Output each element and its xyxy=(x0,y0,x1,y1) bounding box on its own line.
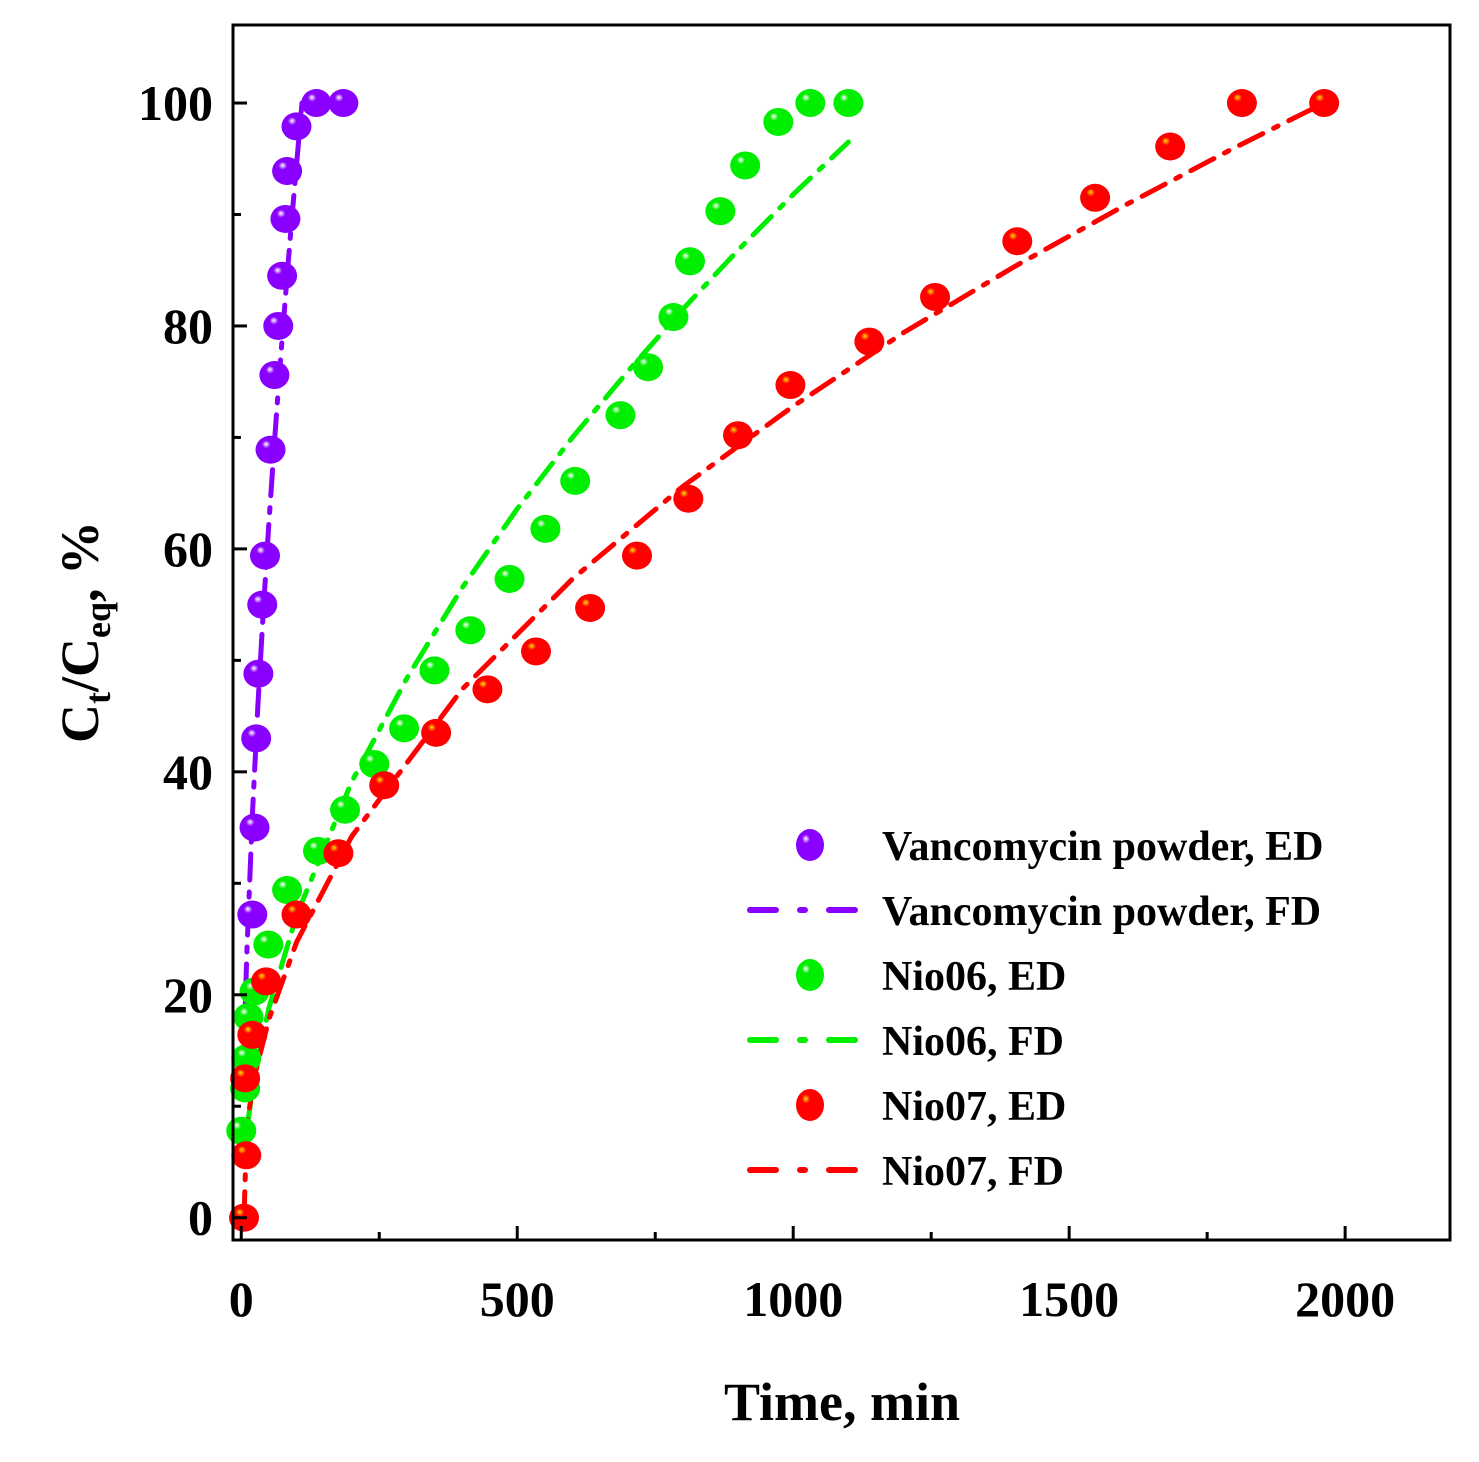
data-point-nio06-ed xyxy=(658,303,689,332)
data-point-vancomycin-powder-ed xyxy=(243,659,274,688)
data-point-nio06-ed xyxy=(530,514,561,543)
plot-frame xyxy=(231,23,1452,1242)
data-point-vancomycin-powder-ed xyxy=(263,311,294,340)
data-point-nio07-ed xyxy=(230,1064,261,1093)
data-point-nio07-ed xyxy=(622,541,653,570)
fit-line-nio06-fd xyxy=(244,139,851,1132)
y-tick-label: 80 xyxy=(163,298,213,354)
data-point-nio07-ed xyxy=(421,718,452,747)
data-point-vancomycin-powder-ed xyxy=(255,435,286,464)
data-point-nio06-ed xyxy=(763,107,794,136)
data-point-nio07-ed xyxy=(1002,227,1033,256)
data-point-nio06-ed xyxy=(419,656,450,685)
data-point-nio06-ed xyxy=(674,247,705,276)
fit-lines xyxy=(241,100,1327,1221)
y-title-slash: /C xyxy=(50,638,110,693)
axis-ticks: 0 500 1000 1500 2000 0 20 40 60 80 100 xyxy=(138,75,1395,1327)
legend-label-vancomycin-ed: Vancomycin powder, ED xyxy=(882,824,1323,870)
data-point-nio07-ed xyxy=(920,282,951,311)
data-point-nio06-ed xyxy=(272,875,303,904)
legend-label-nio06-ed: Nio06, ED xyxy=(882,954,1066,1000)
data-point-vancomycin-powder-ed xyxy=(259,361,290,390)
data-point-nio06-ed xyxy=(605,401,636,430)
data-point-nio07-ed xyxy=(775,371,806,400)
y-title-c: C xyxy=(50,704,110,743)
legend-swatch-nio06-ed xyxy=(796,959,824,991)
y-tick-label: 60 xyxy=(163,521,213,577)
data-point-nio06-ed xyxy=(730,151,761,180)
data-point-nio07-ed xyxy=(237,1020,268,1049)
legend: Vancomycin powder, ED Vancomycin powder,… xyxy=(747,824,1323,1195)
data-point-vancomycin-powder-ed xyxy=(241,724,272,753)
legend-swatch-nio07-ed xyxy=(796,1089,824,1121)
data-point-nio06-ed xyxy=(389,714,420,743)
data-point-vancomycin-powder-ed xyxy=(270,204,301,233)
data-point-vancomycin-powder-ed xyxy=(250,541,281,570)
data-point-nio06-ed xyxy=(330,795,361,824)
legend-label-nio07-ed: Nio07, ED xyxy=(882,1084,1066,1130)
data-point-nio06-ed xyxy=(833,89,864,118)
data-point-nio07-ed xyxy=(251,967,282,996)
data-point-nio06-ed xyxy=(494,564,525,593)
x-tick-label: 0 xyxy=(229,1271,254,1327)
x-tick-label: 1000 xyxy=(743,1271,843,1327)
data-point-nio06-ed xyxy=(455,616,486,645)
y-tick-label: 40 xyxy=(163,744,213,800)
data-point-nio07-ed xyxy=(723,421,754,450)
data-point-nio06-ed xyxy=(633,353,664,382)
data-point-vancomycin-powder-ed xyxy=(237,900,268,929)
x-tick-label: 1500 xyxy=(1019,1271,1119,1327)
data-point-nio07-ed xyxy=(472,675,503,704)
fit-line-nio07-fd xyxy=(241,100,1327,1221)
data-point-vancomycin-powder-ed xyxy=(267,261,298,290)
data-point-nio06-ed xyxy=(231,1044,262,1073)
data-point-nio07-ed xyxy=(1226,89,1257,118)
legend-label-vancomycin-fd: Vancomycin powder, FD xyxy=(882,889,1321,935)
x-axis-title: Time, min xyxy=(724,1372,960,1432)
legend-swatch-vancomycin-powder-ed xyxy=(796,829,824,861)
data-point-vancomycin-powder-ed xyxy=(247,590,278,619)
data-point-nio06-ed xyxy=(560,466,591,495)
y-tick-label: 100 xyxy=(138,75,213,131)
data-point-nio06-ed xyxy=(226,1116,257,1145)
data-point-vancomycin-powder-ed xyxy=(301,89,332,118)
data-point-nio06-ed xyxy=(359,750,390,779)
y-title-sub-t: t xyxy=(78,692,118,704)
data-point-nio07-ed xyxy=(673,484,704,513)
data-point-nio07-ed xyxy=(323,839,354,868)
x-tick-label: 2000 xyxy=(1295,1271,1395,1327)
legend-label-nio07-fd: Nio07, FD xyxy=(882,1149,1064,1195)
y-title-suffix: , % xyxy=(50,521,110,602)
y-tick-label: 20 xyxy=(163,967,213,1023)
y-tick-label: 0 xyxy=(188,1190,213,1246)
data-point-nio07-ed xyxy=(575,593,606,622)
data-point-nio07-ed xyxy=(521,637,552,666)
legend-label-nio06-fd: Nio06, FD xyxy=(882,1019,1064,1065)
data-point-nio06-ed xyxy=(705,197,736,226)
data-point-nio07-ed xyxy=(1309,89,1340,118)
data-point-vancomycin-powder-ed xyxy=(239,813,270,842)
y-title-sub-eq: eq xyxy=(78,602,118,638)
data-point-vancomycin-powder-ed xyxy=(272,157,303,186)
data-point-nio07-ed xyxy=(1155,132,1186,161)
data-point-nio07-ed xyxy=(854,327,885,356)
y-axis-title: Ct/Ceq, % xyxy=(50,521,118,743)
x-tick-label: 500 xyxy=(480,1271,555,1327)
data-point-vancomycin-powder-ed xyxy=(328,89,359,118)
data-markers xyxy=(226,89,1340,1232)
data-point-nio06-ed xyxy=(253,930,284,959)
data-point-nio07-ed xyxy=(281,900,312,929)
data-point-vancomycin-powder-ed xyxy=(281,112,312,141)
data-point-nio06-ed xyxy=(795,89,826,118)
data-point-nio07-ed xyxy=(369,771,400,800)
data-point-nio07-ed xyxy=(231,1141,262,1170)
data-point-nio07-ed xyxy=(1080,183,1111,212)
